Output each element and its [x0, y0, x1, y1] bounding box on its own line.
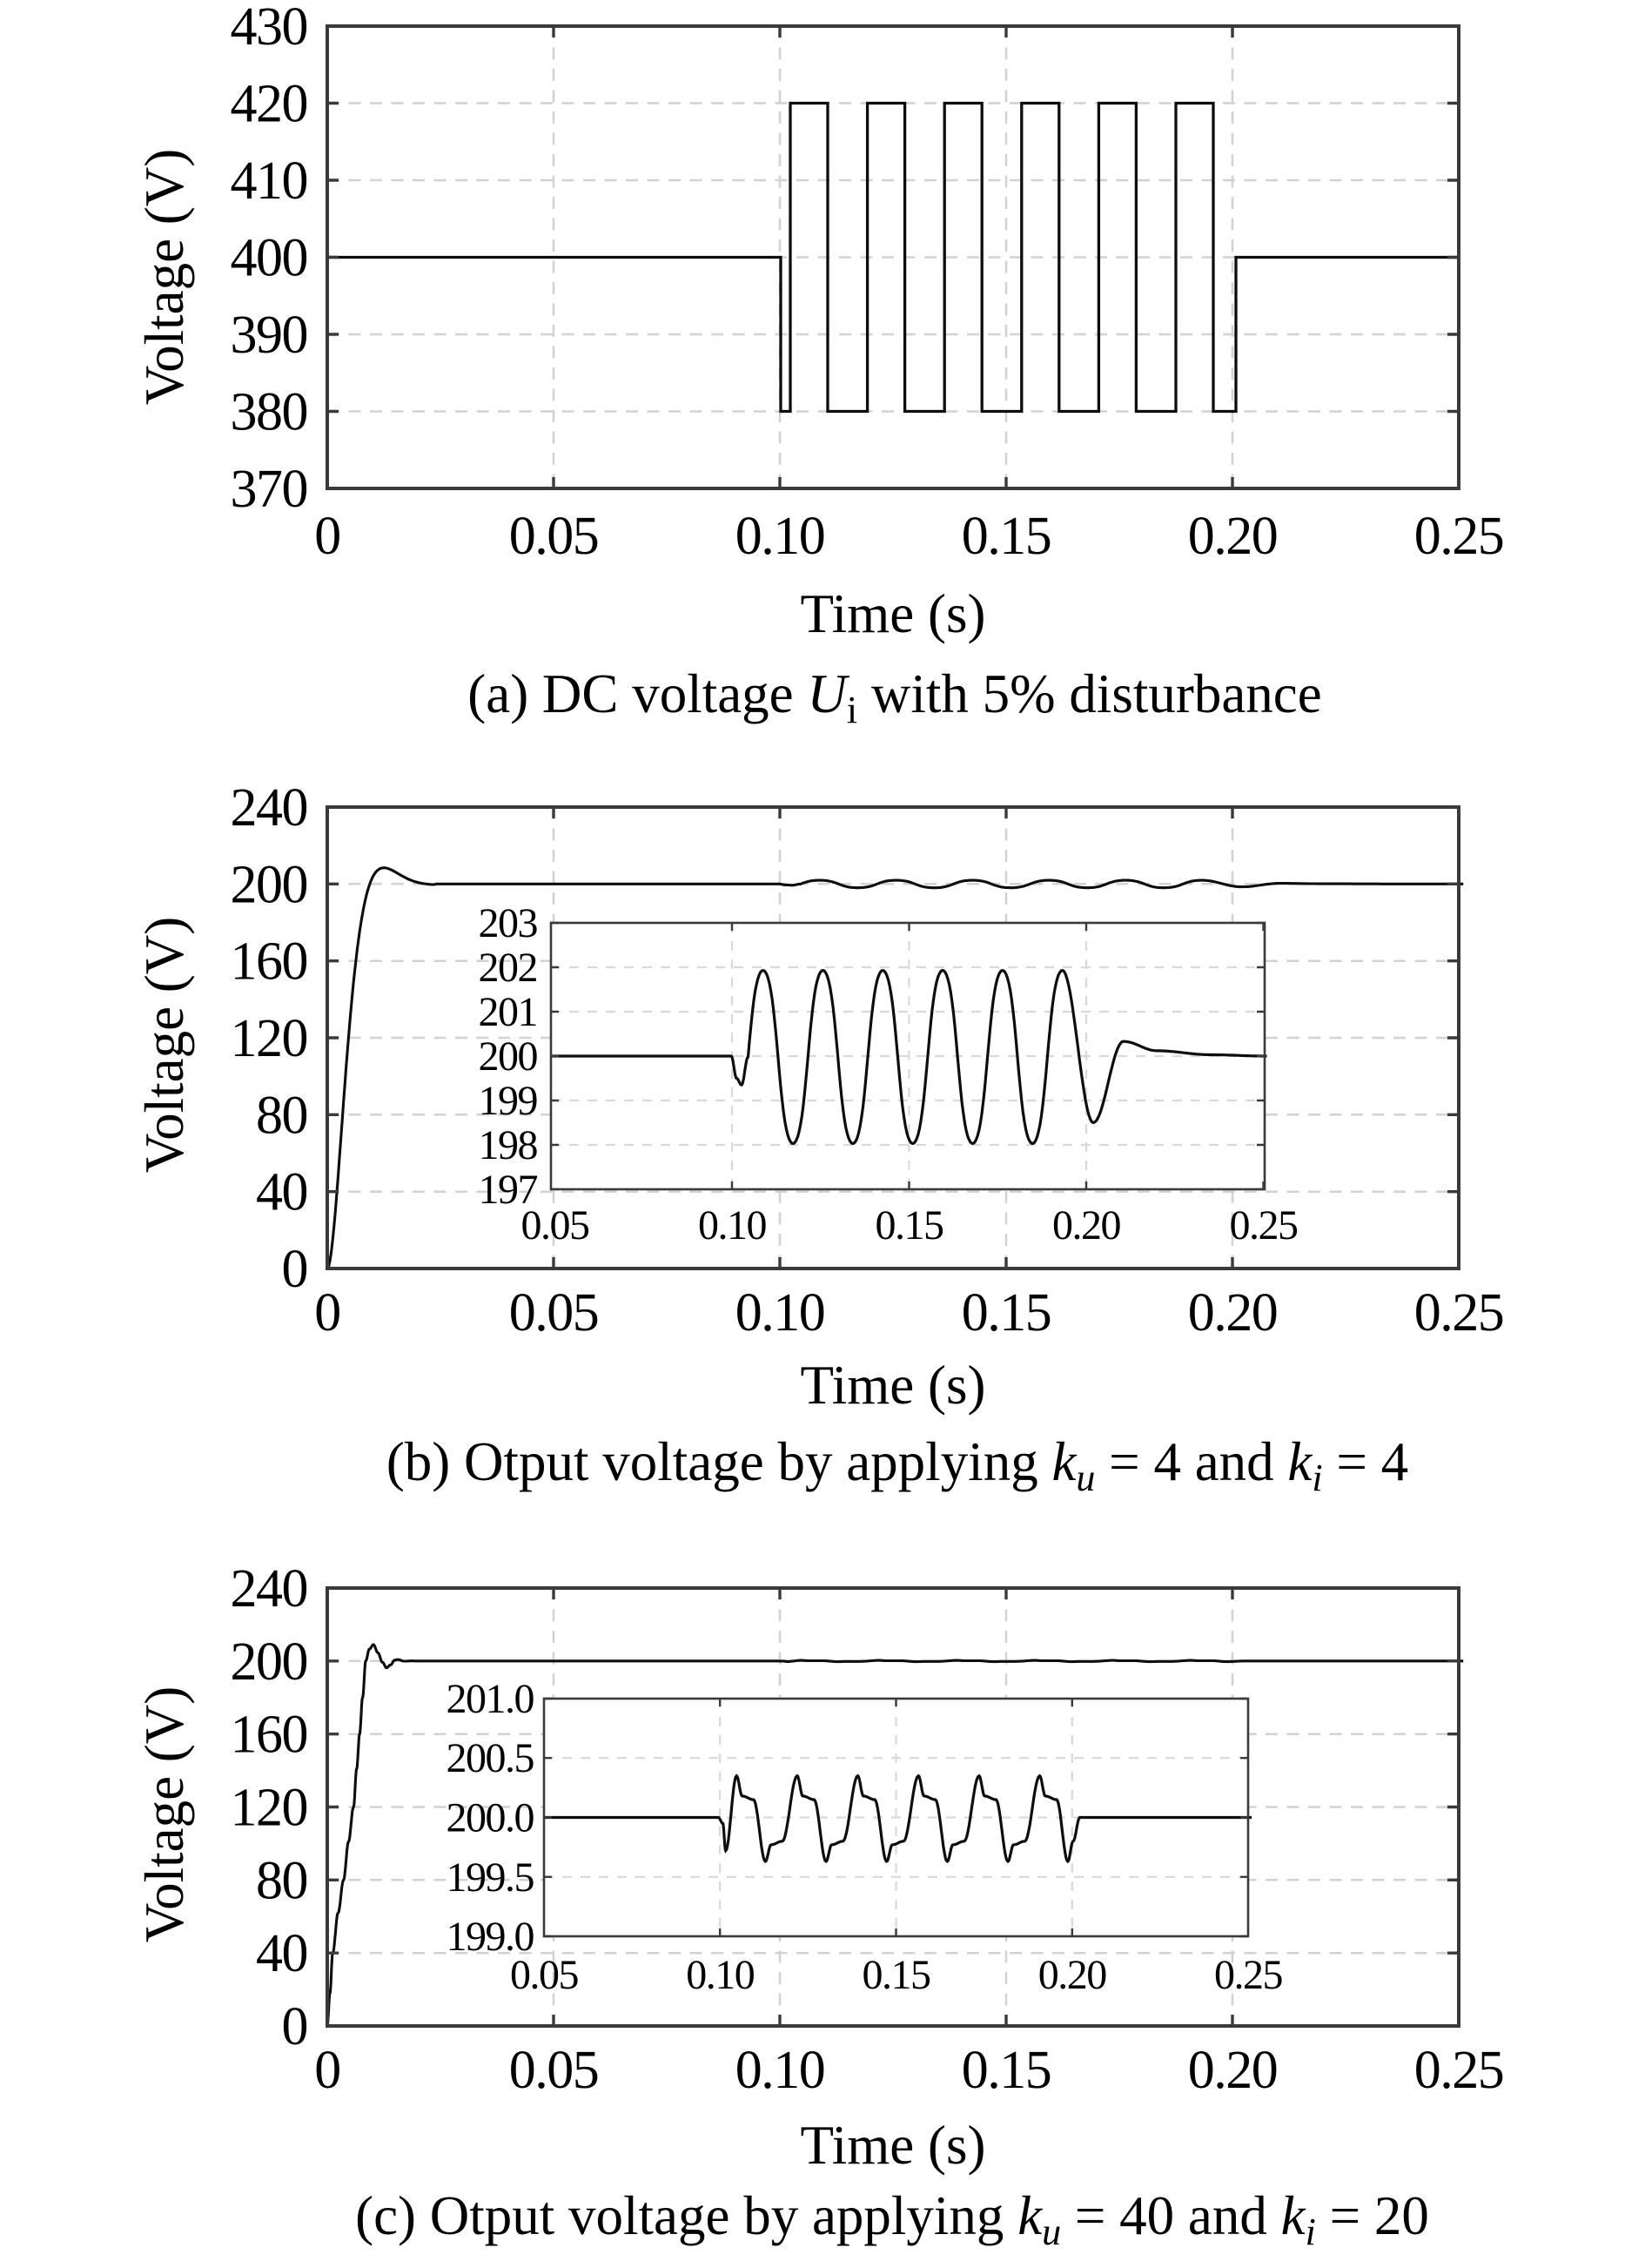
svg-text:199.0: 199.0 [446, 1914, 534, 1960]
svg-text:160: 160 [231, 1706, 308, 1765]
svg-text:0.10: 0.10 [735, 1283, 825, 1343]
svg-text:200: 200 [479, 1033, 538, 1080]
svg-text:0.20: 0.20 [1038, 1952, 1107, 1998]
svg-text:0.15: 0.15 [863, 1952, 931, 1998]
svg-text:199.5: 199.5 [446, 1854, 534, 1901]
svg-text:0.10: 0.10 [735, 2041, 825, 2100]
svg-text:0.20: 0.20 [1188, 2041, 1278, 2100]
svg-text:200: 200 [231, 855, 308, 914]
svg-text:200.0: 200.0 [446, 1795, 534, 1841]
svg-text:Time (s): Time (s) [801, 1355, 986, 1416]
svg-text:199: 199 [479, 1078, 538, 1124]
svg-text:80: 80 [256, 1086, 307, 1145]
svg-text:120: 120 [231, 1009, 308, 1068]
svg-text:0.25: 0.25 [1230, 1202, 1299, 1248]
svg-text:198: 198 [479, 1122, 538, 1168]
svg-text:(a) DC voltage Ui with 5% dist: (a) DC voltage Ui with 5% disturbance [467, 663, 1321, 731]
svg-text:0.25: 0.25 [1414, 507, 1504, 566]
svg-text:0.05: 0.05 [521, 1202, 590, 1248]
svg-text:0.15: 0.15 [962, 1283, 1051, 1343]
svg-text:0: 0 [314, 2041, 340, 2100]
svg-text:Voltage (V): Voltage (V) [134, 149, 195, 406]
svg-text:40: 40 [256, 1163, 307, 1222]
svg-text:0.20: 0.20 [1188, 1283, 1278, 1343]
svg-text:202: 202 [479, 945, 538, 991]
svg-text:0.25: 0.25 [1414, 1283, 1504, 1343]
svg-text:200.5: 200.5 [446, 1735, 534, 1781]
svg-text:400: 400 [231, 229, 308, 288]
svg-text:Voltage (V): Voltage (V) [134, 1686, 195, 1943]
svg-text:240: 240 [231, 778, 308, 838]
svg-text:200: 200 [231, 1632, 308, 1692]
svg-text:380: 380 [231, 383, 308, 442]
svg-text:370: 370 [231, 460, 308, 519]
svg-text:0.10: 0.10 [735, 507, 825, 566]
svg-text:0: 0 [282, 1240, 308, 1299]
svg-text:0.15: 0.15 [962, 507, 1051, 566]
svg-text:Time (s): Time (s) [801, 583, 986, 644]
svg-text:80: 80 [256, 1851, 307, 1910]
svg-text:0.10: 0.10 [698, 1202, 767, 1248]
svg-text:0.05: 0.05 [510, 1952, 579, 1998]
svg-text:201.0: 201.0 [446, 1676, 534, 1722]
svg-text:0.05: 0.05 [509, 1283, 599, 1343]
svg-text:40: 40 [256, 1924, 307, 1983]
svg-text:(c) Otput voltage by applying: (c) Otput voltage by applying ku = 40 an… [355, 2185, 1429, 2253]
svg-text:0: 0 [314, 1283, 340, 1343]
svg-text:0.05: 0.05 [509, 2041, 599, 2100]
svg-text:120: 120 [231, 1779, 308, 1838]
svg-text:0.15: 0.15 [962, 2041, 1051, 2100]
svg-text:197: 197 [479, 1167, 538, 1213]
svg-text:201: 201 [479, 989, 538, 1035]
svg-text:390: 390 [231, 306, 308, 365]
svg-text:160: 160 [231, 932, 308, 992]
svg-text:0.20: 0.20 [1052, 1202, 1121, 1248]
svg-text:0: 0 [282, 1997, 308, 2056]
svg-text:0: 0 [314, 507, 340, 566]
svg-text:0.10: 0.10 [686, 1952, 755, 1998]
svg-text:0.25: 0.25 [1214, 1952, 1283, 1998]
svg-text:420: 420 [231, 75, 308, 134]
svg-text:(b) Otput voltage by applying: (b) Otput voltage by applying ku = 4 and… [386, 1431, 1408, 1499]
svg-text:430: 430 [231, 0, 308, 57]
svg-text:410: 410 [231, 151, 308, 211]
svg-text:Time (s): Time (s) [801, 2115, 986, 2176]
svg-text:0.20: 0.20 [1188, 507, 1278, 566]
svg-text:240: 240 [231, 1559, 308, 1619]
svg-text:0.15: 0.15 [876, 1202, 944, 1248]
svg-text:0.05: 0.05 [509, 507, 599, 566]
svg-text:Voltage (V): Voltage (V) [134, 917, 195, 1174]
svg-text:203: 203 [479, 900, 538, 946]
svg-text:0.25: 0.25 [1414, 2041, 1504, 2100]
